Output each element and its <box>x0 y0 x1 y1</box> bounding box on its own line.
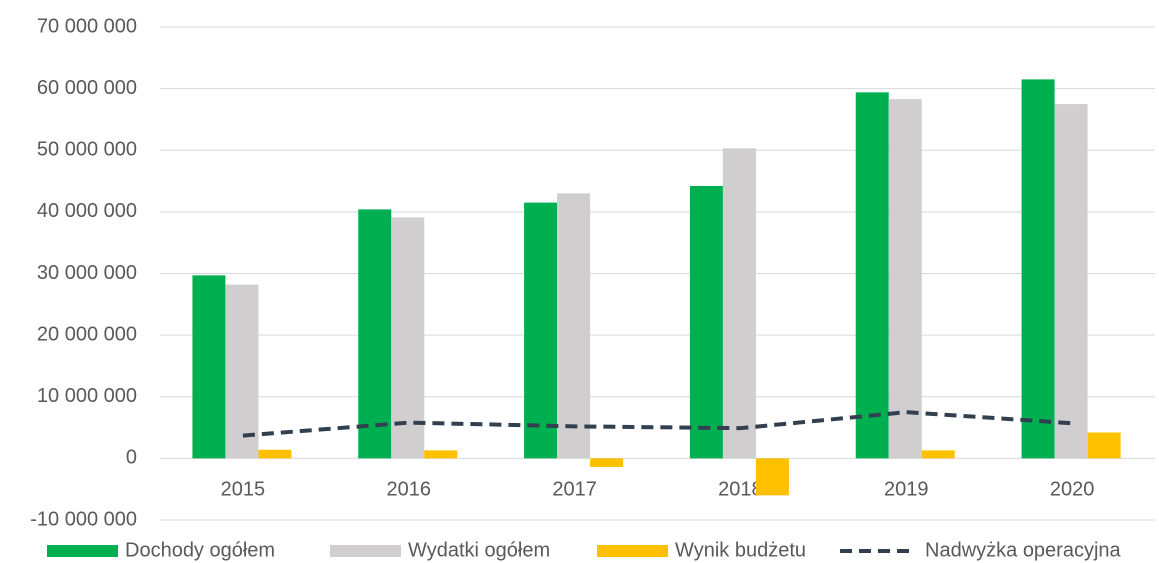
bar <box>722 148 756 459</box>
bar <box>855 92 889 459</box>
legend-swatch <box>330 545 401 557</box>
bar <box>1021 79 1055 459</box>
bar <box>358 209 392 459</box>
y-tick-label: 50 000 000 <box>37 139 137 161</box>
bar <box>258 449 292 459</box>
bar <box>921 450 955 459</box>
bar <box>1087 432 1121 459</box>
y-tick-label: 30 000 000 <box>37 262 137 284</box>
legend-label: Wydatki ogółem <box>408 539 550 561</box>
bar <box>888 99 922 459</box>
y-tick-label: 40 000 000 <box>37 200 137 222</box>
x-tick-label: 2018 <box>718 478 763 500</box>
bar <box>590 458 624 468</box>
legend-label: Nadwyżka operacyjna <box>925 539 1122 561</box>
bar <box>424 450 458 459</box>
bar <box>524 202 558 459</box>
y-tick-label: -10 000 000 <box>30 508 137 530</box>
y-tick-label: 60 000 000 <box>37 77 137 99</box>
x-tick-label: 2017 <box>552 478 597 500</box>
legend-label: Wynik budżetu <box>675 539 806 561</box>
y-tick-label: 70 000 000 <box>37 15 137 37</box>
x-tick-label: 2019 <box>884 478 929 500</box>
bar <box>192 275 226 459</box>
y-tick-label: 10 000 000 <box>37 385 137 407</box>
bar <box>755 458 789 496</box>
bar <box>391 217 425 459</box>
bar <box>225 284 259 459</box>
bar <box>1054 104 1088 459</box>
x-tick-label: 2016 <box>387 478 432 500</box>
x-tick-label: 2015 <box>221 478 266 500</box>
y-tick-label: 20 000 000 <box>37 323 137 345</box>
x-tick-label: 2020 <box>1050 478 1095 500</box>
line <box>242 410 1073 438</box>
bar <box>557 193 591 459</box>
legend-swatch <box>47 545 118 557</box>
bar <box>689 185 723 459</box>
legend-swatch <box>597 545 668 557</box>
y-tick-label: 0 <box>126 447 137 469</box>
legend-label: Dochody ogółem <box>125 539 275 561</box>
